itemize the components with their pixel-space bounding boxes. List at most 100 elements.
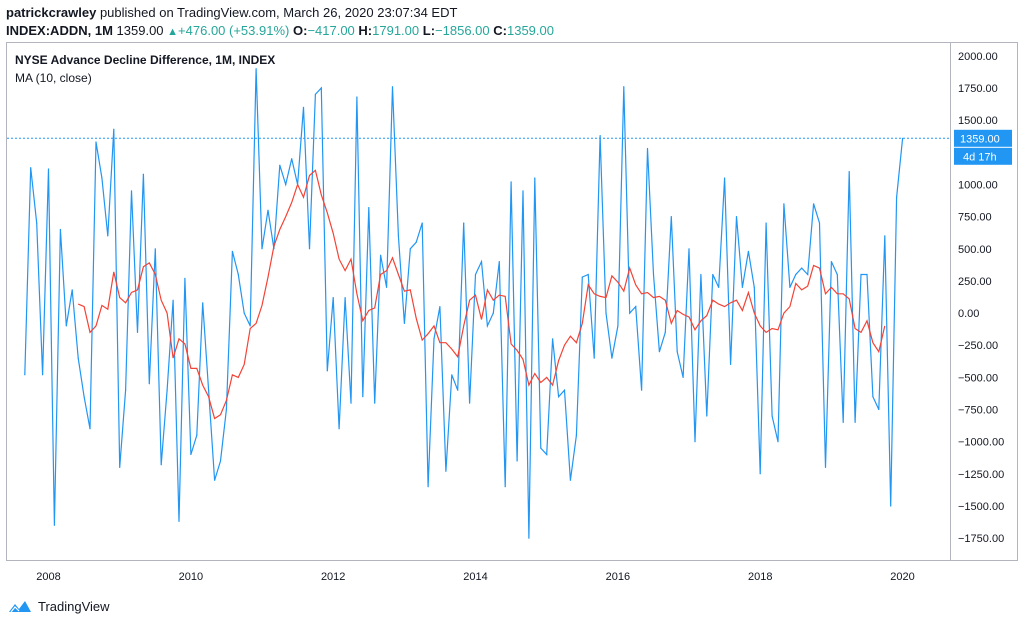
series-point bbox=[789, 286, 791, 288]
series-point bbox=[795, 273, 797, 276]
series-point bbox=[356, 96, 358, 98]
author-name[interactable]: patrickcrawley bbox=[6, 5, 97, 20]
series-point bbox=[902, 137, 904, 139]
series-point bbox=[326, 370, 328, 372]
series-point bbox=[706, 415, 708, 417]
series-point bbox=[759, 473, 761, 475]
price-badge-value: 1359.00 bbox=[960, 133, 1000, 145]
series-point bbox=[552, 338, 554, 340]
series-point bbox=[42, 374, 44, 376]
series-point bbox=[273, 248, 275, 250]
publish-info: published on TradingView.com, March 26, … bbox=[96, 5, 458, 20]
series-point bbox=[77, 357, 79, 359]
series-point bbox=[53, 524, 56, 526]
high-label: H: bbox=[358, 23, 373, 38]
series-point bbox=[261, 248, 263, 250]
series-point bbox=[148, 383, 150, 385]
series-point bbox=[492, 312, 494, 314]
series-point bbox=[824, 466, 827, 468]
series-point bbox=[664, 331, 666, 333]
y-tick-label: −1250.00 bbox=[958, 469, 1004, 481]
series-point bbox=[593, 357, 595, 359]
series-point bbox=[818, 222, 821, 224]
series-point bbox=[374, 402, 376, 404]
high-value: 1791.00 bbox=[372, 23, 420, 38]
y-tick-label: 500.00 bbox=[958, 244, 992, 256]
up-triangle-icon: ▲ bbox=[167, 26, 179, 38]
series-point bbox=[65, 325, 67, 327]
series-point bbox=[558, 396, 560, 398]
footer: TradingView bbox=[8, 598, 110, 614]
series-point bbox=[747, 250, 750, 252]
series-point bbox=[314, 93, 316, 95]
close-value: 1359.00 bbox=[506, 23, 554, 38]
series-point bbox=[658, 351, 661, 353]
series-point bbox=[504, 486, 506, 488]
series-point bbox=[237, 273, 239, 276]
series-point bbox=[24, 374, 26, 376]
series-point bbox=[741, 286, 744, 288]
series-point bbox=[249, 325, 251, 327]
price-axis[interactable]: 2000.001750.001500.001250.001000.00750.0… bbox=[958, 51, 1004, 545]
series-point bbox=[599, 135, 601, 137]
series-point bbox=[36, 222, 38, 224]
series-point bbox=[184, 277, 186, 279]
series-point bbox=[605, 312, 607, 314]
series-point bbox=[801, 267, 803, 269]
series-point bbox=[291, 158, 293, 160]
series-point bbox=[581, 276, 583, 278]
low-label: L: bbox=[422, 23, 436, 38]
price-change: +476.00 (+53.91%) bbox=[178, 23, 290, 38]
x-tick-label: 2016 bbox=[606, 571, 630, 583]
series-point bbox=[700, 273, 702, 276]
open-value: −417.00 bbox=[307, 23, 355, 38]
x-tick-label: 2014 bbox=[463, 571, 487, 583]
legend-title[interactable]: NYSE Advance Decline Difference, 1M, IND… bbox=[15, 53, 275, 67]
series-point bbox=[403, 322, 405, 324]
series-point bbox=[243, 312, 245, 314]
series-point bbox=[730, 363, 732, 366]
series-point bbox=[445, 470, 447, 472]
chart-frame bbox=[6, 42, 1018, 561]
series-point bbox=[652, 273, 655, 276]
series-point bbox=[718, 286, 720, 288]
series-point bbox=[878, 408, 880, 411]
series-point bbox=[267, 209, 269, 211]
series-point bbox=[611, 357, 613, 359]
series-point bbox=[480, 261, 483, 263]
series-point bbox=[119, 466, 121, 468]
y-tick-label: 1500.00 bbox=[958, 115, 998, 127]
legend-ma[interactable]: MA (10, close) bbox=[15, 71, 92, 85]
chart-container[interactable]: 2000.001750.001500.001250.001000.00750.0… bbox=[6, 42, 1018, 590]
y-tick-label: −1500.00 bbox=[958, 501, 1004, 513]
series-point bbox=[178, 520, 180, 522]
countdown-badge-bg bbox=[954, 147, 1012, 165]
series-point bbox=[101, 177, 103, 179]
chart-svg[interactable]: 2000.001750.001500.001250.001000.00750.0… bbox=[6, 42, 1018, 590]
series-point bbox=[136, 331, 139, 333]
series-point bbox=[682, 376, 684, 378]
y-tick-label: 750.00 bbox=[958, 212, 992, 224]
series-point bbox=[884, 235, 886, 237]
series-point bbox=[783, 203, 785, 205]
time-axis[interactable]: 2008 2010 2012 2014 2016 2018 2020 bbox=[36, 571, 915, 583]
series-point bbox=[415, 241, 417, 243]
series-point bbox=[771, 415, 773, 417]
series-point bbox=[362, 396, 364, 398]
series-point bbox=[813, 203, 815, 205]
y-tick-label: 1750.00 bbox=[958, 83, 998, 95]
footer-brand[interactable]: TradingView bbox=[38, 598, 110, 614]
series-point bbox=[890, 505, 892, 507]
series-point bbox=[510, 181, 512, 183]
y-tick-label: 2000.00 bbox=[958, 51, 998, 63]
series-point bbox=[676, 351, 678, 353]
series-point bbox=[848, 171, 850, 173]
x-tick-label: 2018 bbox=[748, 571, 772, 583]
series-point bbox=[463, 222, 465, 224]
series-point bbox=[368, 207, 370, 209]
series-point bbox=[255, 68, 257, 70]
y-tick-label: −1000.00 bbox=[958, 437, 1004, 449]
series-point bbox=[225, 408, 227, 411]
low-value: −1856.00 bbox=[435, 23, 490, 38]
series-point bbox=[735, 216, 738, 218]
